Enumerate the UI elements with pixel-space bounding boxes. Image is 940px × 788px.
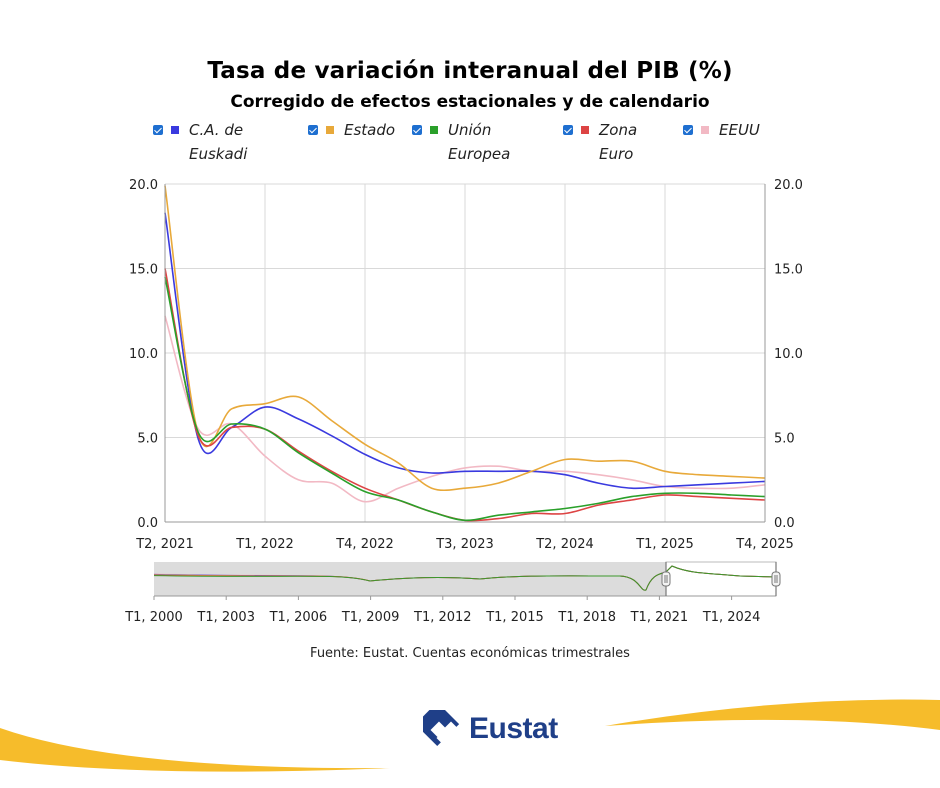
- x-tick-label: T2, 2021: [135, 537, 194, 552]
- y-tick-label-left: 20.0: [129, 178, 158, 193]
- legend-item-eeuu[interactable]: EEUU: [683, 118, 799, 142]
- y-tick-label-right: 0.0: [774, 516, 795, 531]
- legend-label: Estado: [344, 121, 396, 139]
- x-tick-label: T4, 2022: [335, 537, 394, 552]
- source-note: Fuente: Eustat. Cuentas económicas trime…: [310, 646, 630, 661]
- eustat-logo-icon: [415, 702, 460, 747]
- legend-swatch: [430, 126, 438, 134]
- y-tick-label-right: 15.0: [774, 263, 803, 278]
- chart-subtitle: Corregido de efectos estacionales y de c…: [230, 92, 710, 112]
- navigator-tick-label: T1, 2006: [269, 610, 328, 625]
- legend-label: Euro: [599, 145, 634, 163]
- legend-label: Unión: [448, 121, 492, 139]
- navigator-unselected-area[interactable]: [154, 562, 666, 596]
- navigator-tick-label: T1, 2009: [341, 610, 400, 625]
- y-tick-label-left: 5.0: [137, 432, 158, 447]
- y-tick-label-right: 20.0: [774, 178, 803, 193]
- legend-swatch: [326, 126, 334, 134]
- range-navigator[interactable]: T1, 2000 T1, 2003 T1, 2006 T1, 2009 T1, 2012…: [124, 561, 781, 625]
- series-lines: [164, 185, 766, 522]
- y-axis-left: 0.0 5.0 10.0 15.0 20.0: [129, 178, 166, 531]
- series-line-2: [164, 276, 766, 522]
- navigator-tick-label: T1, 2000: [124, 610, 183, 625]
- x-tick-label: T1, 2022: [235, 537, 294, 552]
- legend-label: C.A. de: [189, 121, 244, 139]
- legend-item-zona-euro[interactable]: Zona Euro: [563, 118, 679, 166]
- line-chart: 0.0 5.0 10.0 15.0 20.0 0.0 5.0 10.0 15.0 20.0 T2…: [124, 178, 803, 625]
- x-axis: T2, 2021 T1, 2022 T4, 2022 T3, 2023 T2, 2024…: [135, 521, 794, 552]
- checkbox-icon[interactable]: [308, 125, 318, 135]
- x-tick-label: T1, 2025: [635, 537, 694, 552]
- navigator-tick-label: T1, 2012: [413, 610, 472, 625]
- navigator-mini-line: [153, 565, 777, 591]
- checkbox-icon[interactable]: [563, 125, 573, 135]
- legend: C.A. de Euskadi Estado Unión Europea Zona E…: [0, 118, 940, 168]
- x-tick-label: T4, 2025: [735, 537, 794, 552]
- legend-item-estado[interactable]: Estado: [308, 118, 424, 142]
- x-tick-label: T2, 2024: [535, 537, 594, 552]
- navigator-handle-left[interactable]: [661, 571, 671, 587]
- legend-swatch: [581, 126, 589, 134]
- checkbox-icon[interactable]: [153, 125, 163, 135]
- logo-text: Eustat: [469, 712, 558, 745]
- legend-swatch: [171, 126, 179, 134]
- checkbox-icon[interactable]: [412, 125, 422, 135]
- chart-title: Tasa de variación interanual del PIB (%): [207, 58, 733, 84]
- legend-item-euskadi[interactable]: C.A. de Euskadi: [153, 118, 269, 166]
- y-tick-label-right: 10.0: [774, 347, 803, 362]
- series-line-0: [164, 212, 766, 490]
- y-tick-label-right: 5.0: [774, 432, 795, 447]
- navigator-tick-label: T1, 2003: [196, 610, 255, 625]
- navigator-tick-label: T1, 2024: [702, 610, 761, 625]
- y-tick-label-left: 15.0: [129, 263, 158, 278]
- y-axis-right: 0.0 5.0 10.0 15.0 20.0: [764, 178, 803, 531]
- navigator-selected-area[interactable]: [665, 561, 777, 597]
- eustat-logo: Eustat: [415, 702, 558, 754]
- navigator-tick-label: T1, 2018: [557, 610, 616, 625]
- navigator-handle-right[interactable]: [771, 571, 781, 587]
- legend-label: EEUU: [719, 121, 760, 139]
- navigator-tick-label: T1, 2015: [485, 610, 544, 625]
- legend-swatch: [701, 126, 709, 134]
- checkbox-icon[interactable]: [683, 125, 693, 135]
- navigator-tick-label: T1, 2021: [630, 610, 689, 625]
- legend-label: Europea: [448, 145, 511, 163]
- legend-item-ue[interactable]: Unión Europea: [412, 118, 528, 166]
- legend-label: Zona: [599, 121, 638, 139]
- x-tick-label: T3, 2023: [435, 537, 494, 552]
- series-line-1: [164, 185, 766, 492]
- legend-label: Euskadi: [189, 145, 248, 163]
- y-tick-label-left: 0.0: [137, 516, 158, 531]
- y-tick-label-left: 10.0: [129, 347, 158, 362]
